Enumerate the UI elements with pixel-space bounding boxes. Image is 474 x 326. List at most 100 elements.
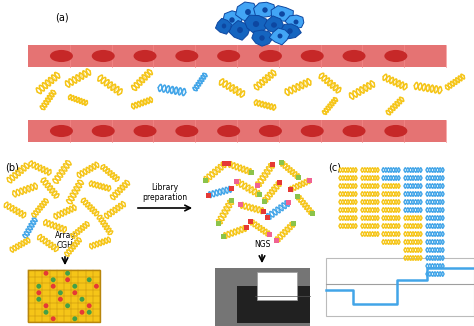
- Ellipse shape: [217, 125, 240, 137]
- Bar: [222, 161, 228, 166]
- Bar: [262, 199, 267, 204]
- Bar: [28, 45, 446, 67]
- Ellipse shape: [287, 28, 293, 34]
- Polygon shape: [269, 28, 290, 45]
- Bar: [229, 186, 234, 191]
- Bar: [255, 183, 260, 188]
- Ellipse shape: [343, 125, 365, 137]
- Ellipse shape: [279, 11, 285, 17]
- Bar: [277, 180, 282, 185]
- Text: (a): (a): [55, 12, 69, 22]
- Ellipse shape: [134, 50, 156, 62]
- Bar: [233, 268, 310, 323]
- Bar: [238, 202, 243, 207]
- Circle shape: [36, 284, 41, 289]
- Circle shape: [87, 277, 91, 282]
- Circle shape: [36, 297, 41, 302]
- Bar: [244, 225, 249, 230]
- Circle shape: [51, 316, 55, 321]
- Ellipse shape: [50, 50, 73, 62]
- Bar: [310, 211, 315, 216]
- Polygon shape: [236, 2, 257, 22]
- Bar: [257, 272, 297, 300]
- Circle shape: [73, 290, 77, 295]
- Ellipse shape: [301, 50, 324, 62]
- Circle shape: [58, 290, 63, 295]
- Ellipse shape: [222, 23, 226, 28]
- Circle shape: [51, 284, 55, 289]
- Polygon shape: [228, 21, 250, 40]
- Circle shape: [65, 303, 70, 308]
- Bar: [234, 179, 239, 184]
- Ellipse shape: [229, 17, 235, 23]
- Circle shape: [58, 297, 63, 302]
- Bar: [326, 258, 474, 316]
- Polygon shape: [252, 30, 273, 46]
- Ellipse shape: [92, 50, 115, 62]
- Bar: [265, 215, 270, 220]
- Bar: [266, 232, 272, 237]
- Bar: [249, 170, 254, 175]
- Bar: [279, 160, 284, 165]
- Circle shape: [80, 310, 84, 315]
- Ellipse shape: [277, 34, 283, 38]
- Circle shape: [44, 303, 48, 308]
- Ellipse shape: [175, 50, 198, 62]
- Circle shape: [80, 297, 84, 302]
- Text: Library
preparation: Library preparation: [143, 183, 188, 202]
- Circle shape: [73, 284, 77, 289]
- Bar: [28, 270, 100, 322]
- Bar: [229, 198, 234, 203]
- Polygon shape: [216, 18, 231, 34]
- Bar: [274, 238, 279, 243]
- Bar: [226, 161, 231, 166]
- Circle shape: [36, 290, 41, 295]
- Bar: [296, 174, 301, 180]
- Bar: [237, 268, 310, 286]
- Circle shape: [44, 271, 48, 276]
- Bar: [28, 120, 446, 142]
- Ellipse shape: [217, 50, 240, 62]
- Circle shape: [65, 271, 70, 276]
- Ellipse shape: [384, 50, 407, 62]
- Bar: [291, 221, 296, 226]
- Ellipse shape: [259, 35, 264, 41]
- Circle shape: [51, 277, 55, 282]
- Ellipse shape: [301, 125, 324, 137]
- Bar: [295, 194, 301, 199]
- Bar: [308, 178, 312, 183]
- Bar: [216, 221, 221, 226]
- Bar: [233, 323, 310, 326]
- Ellipse shape: [245, 9, 251, 15]
- Polygon shape: [254, 2, 275, 17]
- Polygon shape: [271, 6, 293, 21]
- Text: NGS: NGS: [254, 240, 270, 249]
- Text: Array
CGH: Array CGH: [55, 230, 75, 250]
- Bar: [215, 268, 237, 326]
- Ellipse shape: [134, 125, 156, 137]
- Bar: [202, 178, 208, 183]
- Circle shape: [65, 277, 70, 282]
- Ellipse shape: [175, 125, 198, 137]
- Ellipse shape: [271, 22, 277, 28]
- Circle shape: [87, 303, 91, 308]
- Ellipse shape: [237, 27, 243, 33]
- Circle shape: [44, 310, 48, 315]
- Polygon shape: [264, 16, 283, 33]
- Text: (c): (c): [328, 162, 341, 172]
- Text: (b): (b): [5, 162, 19, 172]
- Ellipse shape: [259, 125, 282, 137]
- Ellipse shape: [92, 125, 115, 137]
- Ellipse shape: [293, 20, 299, 24]
- Bar: [261, 209, 266, 214]
- Bar: [286, 200, 291, 205]
- Circle shape: [73, 316, 77, 321]
- Bar: [221, 234, 226, 239]
- Bar: [257, 192, 262, 197]
- Polygon shape: [223, 11, 242, 27]
- Polygon shape: [245, 15, 268, 33]
- Bar: [288, 187, 292, 192]
- Ellipse shape: [50, 125, 73, 137]
- Ellipse shape: [343, 50, 365, 62]
- Bar: [270, 162, 275, 167]
